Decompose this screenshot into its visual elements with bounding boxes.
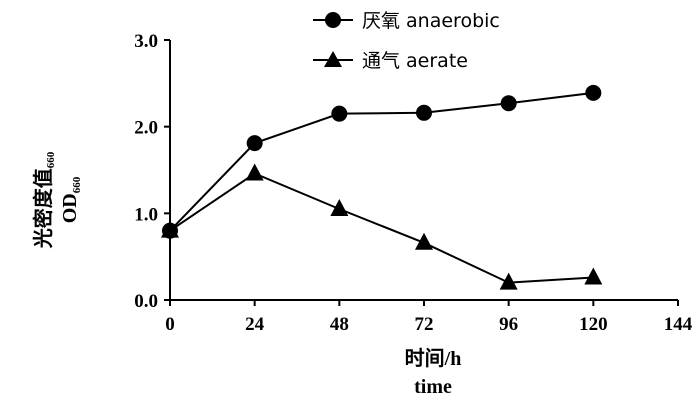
data-point-aerate — [245, 163, 264, 181]
x-tick-label: 48 — [330, 314, 349, 335]
y-axis-title-line1-main: 光密度值 — [31, 168, 55, 249]
legend: 厌氧 anaerobic 通气 aerate — [313, 10, 500, 72]
x-axis-title: 时间/h time — [405, 347, 462, 398]
y-axis-title-line2: OD660 — [59, 176, 83, 223]
y-ticks: 0.0 1.0 2.0 3.0 — [134, 31, 170, 312]
series-line-anaerobic — [169, 91, 594, 232]
y-tick-label: 2.0 — [134, 118, 158, 139]
x-tick-label: 72 — [415, 314, 434, 335]
x-tick-label: 96 — [499, 314, 518, 335]
legend-item-anaerobic: 厌氧 anaerobic — [313, 10, 500, 32]
x-tick-label: 144 — [664, 314, 693, 335]
data-point-anaerobic — [246, 135, 263, 152]
data-point-aerate — [499, 272, 518, 290]
series-line-aerate — [169, 172, 594, 284]
legend-marker-aerate — [324, 51, 342, 67]
y-axis-title-line2-main: OD — [59, 193, 81, 223]
axes — [169, 40, 678, 301]
data-point-aerate — [415, 232, 433, 250]
x-axis-title-line1: 时间/h — [405, 347, 462, 370]
x-ticks: 0 24 48 72 96 120 144 — [165, 300, 693, 335]
data-point-aerate — [584, 267, 603, 285]
data-point-anaerobic — [500, 95, 517, 112]
y-axis-title-line2-sub: 660 — [71, 176, 83, 193]
y-axis-title: 光密度值660 OD660 — [31, 151, 83, 249]
x-tick-label: 0 — [165, 314, 175, 335]
x-tick-label: 24 — [245, 314, 265, 335]
legend-item-aerate: 通气 aerate — [313, 50, 468, 72]
data-point-anaerobic — [585, 84, 602, 101]
data-point-aerate — [161, 220, 179, 238]
x-axis-title-line2: time — [414, 376, 452, 398]
legend-marker-anaerobic — [325, 12, 341, 28]
data-point-aerate — [330, 199, 349, 216]
series-layer — [161, 84, 603, 290]
legend-label-anaerobic: 厌氧 anaerobic — [362, 10, 500, 32]
series-anaerobic — [162, 84, 602, 239]
y-tick-label: 1.0 — [134, 204, 158, 225]
data-point-anaerobic — [331, 105, 348, 122]
data-point-anaerobic — [416, 104, 432, 121]
y-axis-title-line1: 光密度值660 — [31, 151, 57, 249]
x-tick-label: 120 — [579, 314, 608, 335]
y-tick-label: 3.0 — [134, 31, 158, 52]
legend-label-aerate: 通气 aerate — [362, 50, 468, 72]
y-axis-title-line1-sub: 660 — [45, 151, 57, 168]
y-tick-label: 0.0 — [134, 291, 158, 312]
series-aerate — [161, 163, 603, 290]
